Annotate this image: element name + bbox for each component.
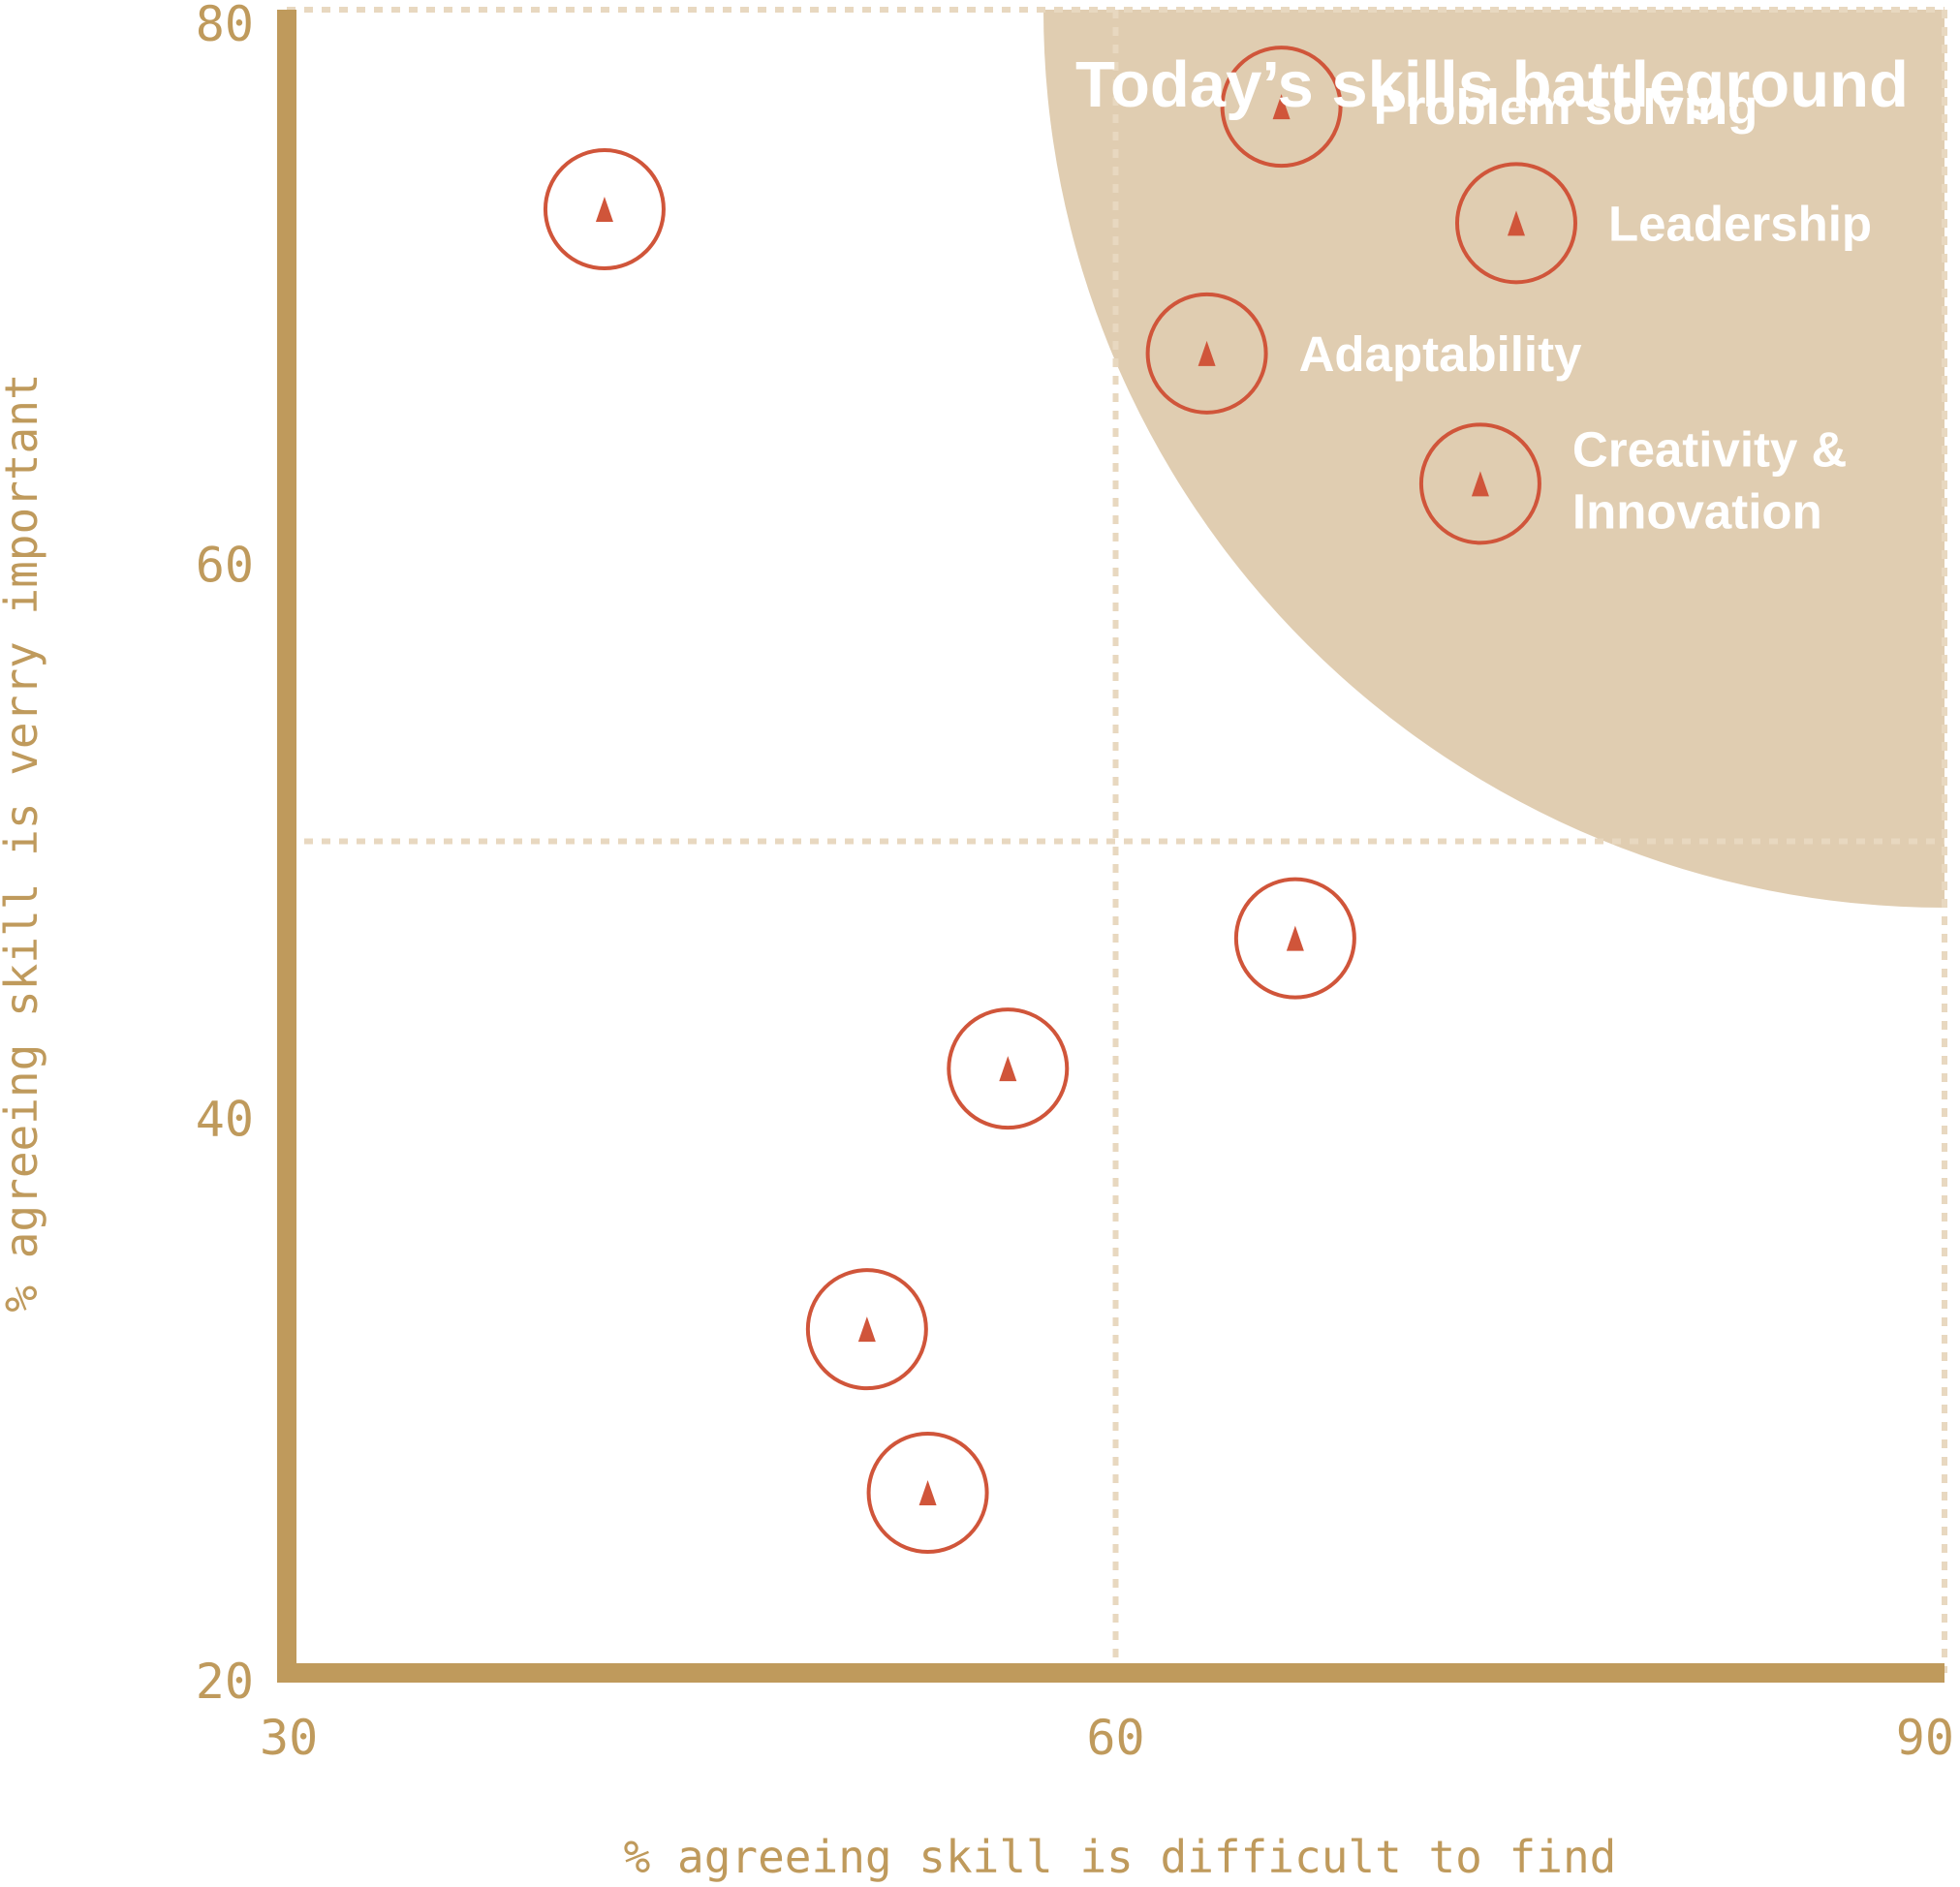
point-ring (543, 148, 666, 271)
highlight-region (1043, 10, 1944, 908)
point-label: Adaptability (1299, 326, 1582, 382)
x-tick-label: 30 (260, 1710, 318, 1766)
data-point (543, 148, 666, 271)
y-tick-label: 80 (196, 0, 254, 52)
point-ring (1220, 46, 1343, 169)
point-marker-icon (595, 197, 613, 223)
data-point (947, 1007, 1070, 1130)
point-label: Leadership (1608, 196, 1872, 251)
highlight-region-title: Today’s skills battleground (1075, 48, 1909, 121)
point-ring (1233, 877, 1356, 1000)
x-tick-label: 60 (1086, 1710, 1144, 1766)
data-point (1233, 877, 1356, 1000)
data-point: Creativity & Innovation (1418, 421, 1847, 545)
point-marker-icon (1471, 471, 1489, 497)
point-marker-icon (1198, 340, 1216, 366)
data-points: Problem solving Leadership Adaptability Cre… (543, 46, 1872, 1554)
tick-labels: 30 60 90 20 40 60 80 (196, 0, 1954, 1766)
point-ring (1145, 292, 1268, 415)
point-marker-icon (999, 1056, 1017, 1082)
axes (277, 10, 1944, 1683)
y-tick-label: 20 (196, 1654, 254, 1710)
y-tick-label: 60 (196, 537, 254, 593)
point-label: Innovation (1572, 483, 1822, 539)
data-point (805, 1268, 928, 1391)
x-axis-line (277, 1663, 1944, 1683)
point-label: Problem solving (1374, 79, 1758, 135)
point-ring (1418, 422, 1541, 545)
x-axis-title: % agreeing skill is difficult to find (624, 1831, 1617, 1883)
data-point: Leadership (1454, 162, 1872, 285)
highlight-region-layer (1043, 10, 1944, 908)
quadrant-divider-layer (287, 7, 1947, 1673)
point-marker-icon (1286, 925, 1304, 951)
point-marker-icon (918, 1479, 937, 1505)
point-ring (866, 1431, 989, 1554)
point-ring (947, 1007, 1070, 1130)
data-point (866, 1431, 989, 1554)
y-axis-line (277, 10, 296, 1683)
y-tick-label: 40 (196, 1092, 254, 1148)
point-marker-icon (1507, 210, 1525, 236)
data-point: Adaptability (1145, 292, 1582, 415)
point-ring (1454, 162, 1577, 285)
y-axis-title: % agreeing skill is verry important (0, 373, 47, 1312)
point-ring (805, 1268, 928, 1391)
point-marker-icon (1272, 94, 1291, 120)
point-marker-icon (857, 1316, 876, 1343)
x-tick-label: 90 (1896, 1710, 1954, 1766)
point-label: Creativity & (1572, 421, 1847, 477)
data-point: Problem solving (1220, 46, 1758, 169)
